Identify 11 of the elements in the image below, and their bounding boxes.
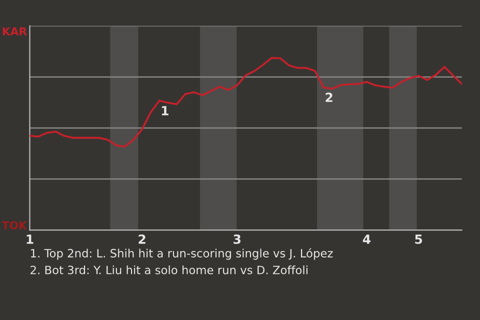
x-tick-label: 4 [362,234,370,244]
x-tick-label: 5 [415,234,422,244]
annotation: 1 [162,106,168,116]
annotation: 2 [326,92,332,102]
text: 1. Top 2nd: L. Shih hit a run-scoring single vs J. López [31,248,333,260]
text: KAR [2,27,27,36]
x-tick-label: 2 [138,234,146,244]
x-tick-label: 3 [234,234,240,244]
x-tick-label: 1 [26,234,34,244]
text: 2. Bot 3rd: Y. Liu hit a solo home run vs D. Zoffoli [30,265,308,274]
text: TOK [2,221,28,230]
